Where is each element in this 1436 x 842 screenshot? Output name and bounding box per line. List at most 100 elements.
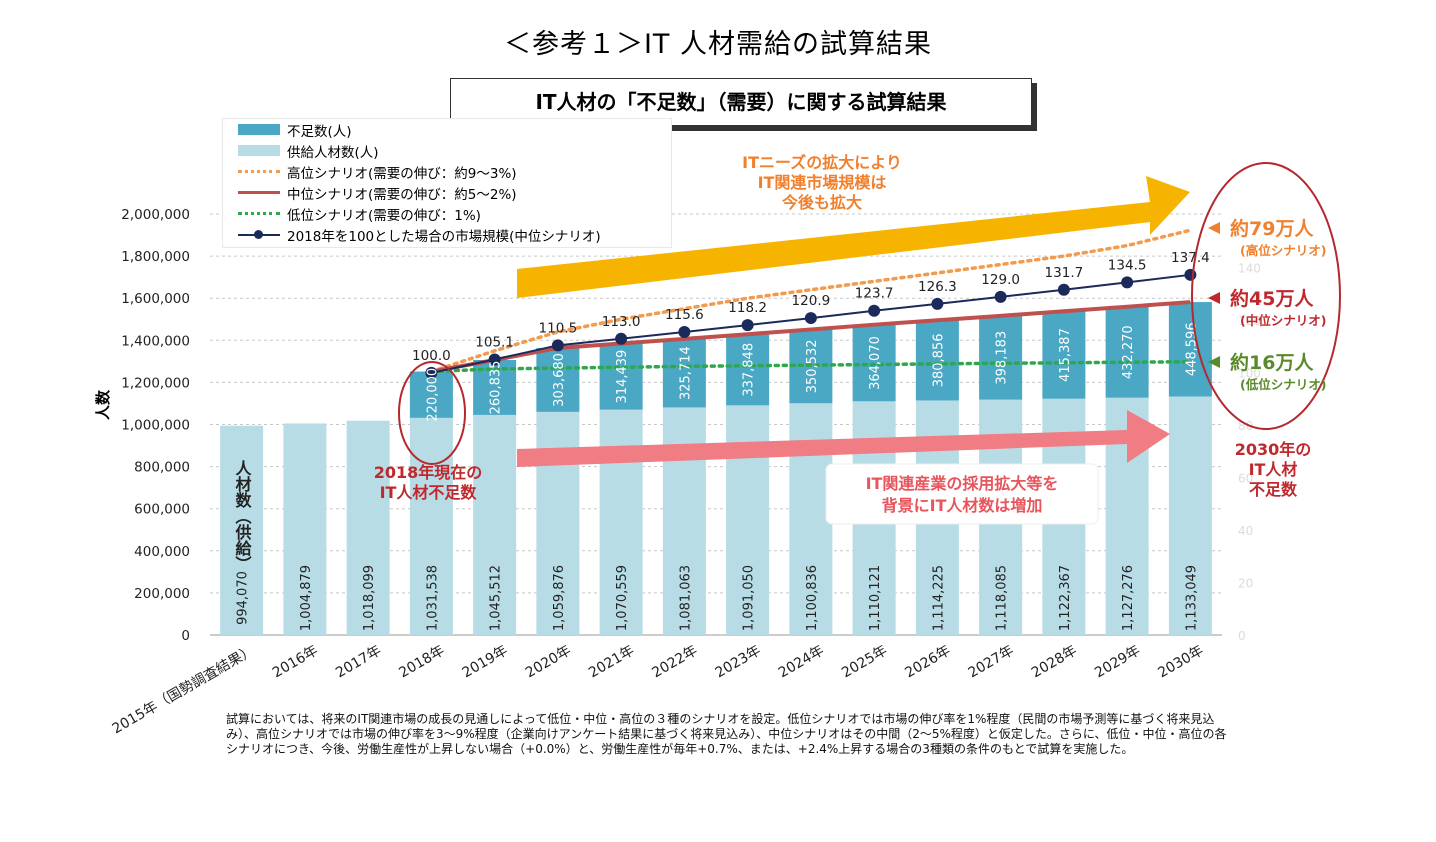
workforce-callout: IT関連産業の採用拡大等を背景にIT人材数は増加 <box>866 474 1059 515</box>
shortage-value-label: 337,848 <box>742 343 757 397</box>
legend-label: 低位シナリオ(需要の伸び：1%) <box>287 207 481 224</box>
shortage-bar <box>979 315 1023 400</box>
supply-value-label: 1,045,512 <box>489 565 504 631</box>
x-tick-label: 2021年 <box>586 643 637 682</box>
market-size-label: 137.4 <box>1171 250 1210 266</box>
market-size-point <box>551 339 564 352</box>
market-size-point <box>931 297 944 310</box>
shortage-value-label: 220,000 <box>425 368 440 422</box>
x-tick-label: 2018年 <box>396 643 447 682</box>
y-tick-label: 200,000 <box>134 586 190 602</box>
high-scenario-value: 約79万人 <box>1230 217 1314 240</box>
low-scenario-value: 約16万人 <box>1230 351 1314 374</box>
y2-tick-label: 120 <box>1238 314 1261 328</box>
x-tick-label: 2022年 <box>649 643 700 682</box>
workforce-callout-box <box>825 463 1099 525</box>
mid-scenario-value: 約45万人 <box>1230 287 1314 310</box>
market-size-point <box>488 353 501 366</box>
legend-item: 高位シナリオ(需要の伸び：約9～3%) <box>223 161 671 182</box>
market-size-label: 120.9 <box>792 293 831 309</box>
shortage-bar <box>726 334 770 406</box>
x-tick-label: 2027年 <box>966 643 1017 682</box>
supply-value-label: 1,018,099 <box>362 565 377 631</box>
annotations: ITニーズの拡大により IT関連市場規模は今後も拡大 IT関連産業の採用拡大等を背景… <box>233 153 1341 572</box>
mid-scenario-marker <box>1208 292 1220 304</box>
market-size-point <box>678 325 691 338</box>
market-size-point <box>868 304 881 317</box>
chart-legend: 不足数(人) 供給人材数(人) 高位シナリオ(需要の伸び：約9～3%) 中位シナリオ(… <box>222 118 672 248</box>
page-title: ＜参考１＞IT 人材需給の試算結果 <box>503 29 933 60</box>
y-tick-label: 600,000 <box>134 502 190 518</box>
supply-bar <box>220 425 264 635</box>
market-size-label: 131.7 <box>1045 265 1084 281</box>
bar-value-labels: 994,070 1,004,879 1,018,099 1,031,538 220,00… <box>236 322 1200 631</box>
market-size-label: 129.0 <box>981 272 1020 288</box>
legend-item: 中位シナリオ(需要の伸び：約5～2%) <box>223 182 671 203</box>
market-size-point <box>741 319 754 332</box>
y-tick-label: 1,600,000 <box>121 291 190 307</box>
legend-swatch <box>237 162 281 182</box>
shortage-value-label: 260,835 <box>489 361 504 415</box>
legend-label: 中位シナリオ(需要の伸び：約5～2%) <box>287 186 517 203</box>
x-tick-label: 2020年 <box>523 643 574 682</box>
supply-value-label: 1,031,538 <box>425 565 440 631</box>
y2-tick-label: 100 <box>1238 367 1261 381</box>
market-size-label: 123.7 <box>855 286 894 302</box>
shortage-value-label: 325,714 <box>678 346 693 400</box>
shortage-value-label: 380,856 <box>931 333 946 387</box>
y-tick-label: 2,000,000 <box>121 207 190 223</box>
supply-bar <box>1168 396 1212 635</box>
y-tick-label: 800,000 <box>134 460 190 476</box>
mid-scenario-name: (中位シナリオ) <box>1240 313 1326 328</box>
legend-swatch <box>237 120 281 140</box>
supply-bar <box>409 417 453 635</box>
x-tick-label: 2030年 <box>1155 643 1206 682</box>
legend-label: 高位シナリオ(需要の伸び：約9～3%) <box>287 165 517 182</box>
low-scenario-line <box>429 360 1193 374</box>
trend-arrows <box>517 176 1190 467</box>
y2-tick-label: 60 <box>1238 472 1253 486</box>
market-size-label: 113.0 <box>602 314 641 330</box>
y-tick-label: 1,000,000 <box>121 418 190 434</box>
legend-item: 供給人材数(人) <box>223 140 671 161</box>
scenario-lines: 100.0 105.1 110.5 113.0 115.6 118.2 120.9 123.7… <box>412 228 1210 379</box>
shortage-value-label: 432,270 <box>1121 325 1136 379</box>
market-size-point <box>425 366 438 379</box>
supply-value-label: 1,070,559 <box>615 565 630 631</box>
legend-swatch <box>237 204 281 224</box>
high-scenario-name: (高位シナリオ) <box>1240 243 1326 258</box>
x-tick-label: 2019年 <box>460 643 511 682</box>
x-tick-label: 2024年 <box>776 643 827 682</box>
y2-tick-label: 140 <box>1238 262 1261 276</box>
market-size-label: 126.3 <box>918 279 957 295</box>
market-size-label: 134.5 <box>1108 257 1147 273</box>
supply-bar <box>473 414 517 635</box>
legend-swatch <box>237 183 281 203</box>
supply-value-label: 1,100,836 <box>805 565 820 631</box>
legend-label: 供給人材数(人) <box>287 144 379 161</box>
pink-trend-arrow <box>517 410 1170 467</box>
market-size-label: 100.0 <box>412 348 451 364</box>
y-axis-tick-labels: 0 200,000 400,000 600,000 800,000 1,000,000 1,… <box>121 207 190 644</box>
footnote: 試算においては、将来のIT関連市場の成長の見通しによって低位・中位・高位の３種の… <box>226 712 1236 757</box>
x-tick-label: 2017年 <box>333 643 384 682</box>
y2-tick-label: 20 <box>1238 577 1253 591</box>
supply-value-label: 1,118,085 <box>995 565 1010 631</box>
market-size-label: 118.2 <box>728 300 767 316</box>
legend-label: 2018年を100とした場合の市場規模(中位シナリオ) <box>287 228 601 245</box>
shortage-2018-callout: 2018年現在の IT人材不足数 <box>374 463 483 502</box>
x-tick-label: 2025年 <box>839 643 890 682</box>
shortage-value-label: 398,183 <box>995 331 1010 385</box>
y2-tick-label: 0 <box>1238 629 1246 643</box>
footnote-line: 試算においては、将来のIT関連市場の成長の見通しによって低位・中位・高位の３種の… <box>226 712 1215 726</box>
shortage-2030-callout: 2030年の IT人材不足数 <box>1235 440 1312 499</box>
supply-vertical-label: 人材数（供給） <box>233 460 253 572</box>
shortage-value-label: 448,596 <box>1184 322 1199 376</box>
x-tick-label: 2028年 <box>1029 643 1080 682</box>
supply-value-label: 1,127,276 <box>1121 565 1136 631</box>
y-tick-label: 0 <box>181 628 190 644</box>
shortage-value-label: 350,532 <box>805 339 820 393</box>
supply-value-label: 1,059,876 <box>552 565 567 631</box>
y-tick-label: 1,800,000 <box>121 249 190 265</box>
